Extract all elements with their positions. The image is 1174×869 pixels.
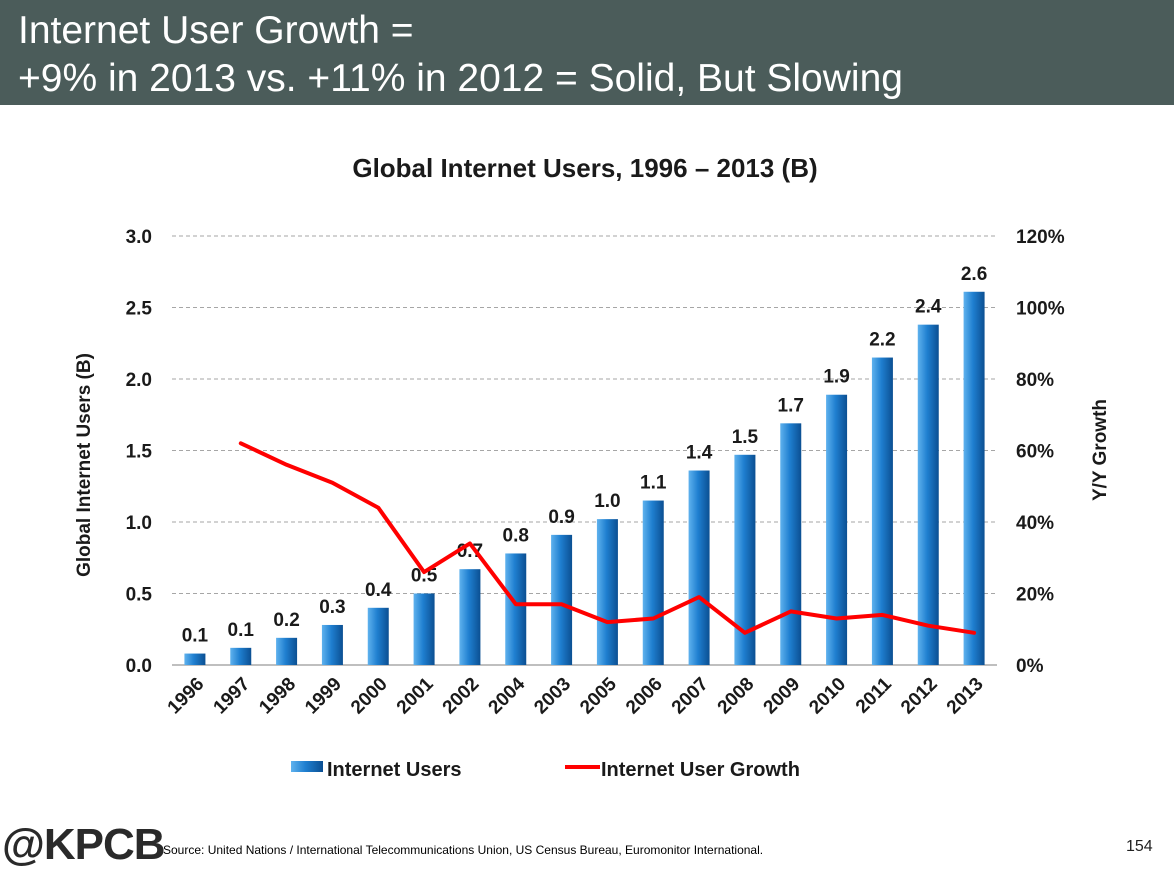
bar-2006 bbox=[642, 500, 664, 665]
y-tick-label: 3.0 bbox=[126, 227, 152, 248]
y-tick-label: 1.5 bbox=[126, 442, 153, 463]
bar-label-1999: 0.3 bbox=[319, 597, 345, 618]
growth-line-series bbox=[238, 441, 977, 635]
kpcb-logo: @KPCB bbox=[2, 820, 166, 869]
bar-label-1997: 0.1 bbox=[228, 620, 255, 641]
growth-line bbox=[238, 441, 977, 635]
x-tick-2000: 2000 bbox=[347, 674, 392, 719]
y2-tick-label: 120% bbox=[1016, 227, 1065, 248]
legend: Internet Users Internet User Growth bbox=[291, 759, 800, 781]
bar-2004 bbox=[505, 553, 527, 665]
y-tick-label: 0.5 bbox=[126, 585, 153, 606]
x-tick-2008: 2008 bbox=[714, 674, 759, 719]
gridlines bbox=[172, 235, 997, 666]
bar-label-2007: 1.4 bbox=[686, 443, 713, 464]
x-tick-2001: 2001 bbox=[393, 673, 438, 718]
bar-label-2004: 0.8 bbox=[503, 525, 529, 546]
bar-series bbox=[184, 291, 985, 665]
x-tick-2011: 2011 bbox=[852, 673, 896, 717]
bar-2005 bbox=[596, 519, 618, 665]
slide-title-line2: +9% in 2013 vs. +11% in 2012 = Solid, Bu… bbox=[18, 57, 903, 100]
chart-title: Global Internet Users, 1996 – 2013 (B) bbox=[352, 153, 817, 183]
bar-label-2013: 2.6 bbox=[961, 264, 987, 285]
y2-tick-label: 100% bbox=[1016, 299, 1065, 320]
bar-2002 bbox=[459, 569, 481, 665]
bar-2011 bbox=[871, 357, 893, 665]
bar-label-2001: 0.5 bbox=[411, 566, 438, 587]
y2-tick-label: 20% bbox=[1016, 585, 1054, 606]
x-axis-ticks: 1996 1997 1998 1999 2000 2001 2002 2004 2003 2005… bbox=[164, 673, 988, 718]
x-tick-2007: 2007 bbox=[668, 674, 713, 719]
bar-label-2010: 1.9 bbox=[823, 367, 849, 388]
source-note: Source: United Nations / International T… bbox=[163, 843, 764, 857]
x-tick-2009: 2009 bbox=[760, 674, 805, 719]
y2-tick-label: 80% bbox=[1016, 370, 1054, 391]
bar-1998 bbox=[276, 637, 298, 665]
y2-axis-label: Y/Y Growth bbox=[1090, 399, 1111, 501]
y2-tick-label: 60% bbox=[1016, 442, 1054, 463]
y2-tick-label: 0% bbox=[1016, 656, 1044, 677]
y2-axis-ticks: 0% 20% 40% 60% 80% 100% 120% bbox=[1016, 227, 1065, 677]
bar-label-2012: 2.4 bbox=[915, 297, 942, 318]
x-tick-2010: 2010 bbox=[805, 674, 850, 719]
legend-bar-swatch bbox=[291, 761, 323, 772]
bar-label-2005: 1.0 bbox=[594, 491, 620, 512]
page-number: 154 bbox=[1126, 838, 1153, 855]
y2-tick-label: 40% bbox=[1016, 513, 1054, 534]
bar-2007 bbox=[688, 470, 710, 665]
bar-1999 bbox=[321, 624, 343, 665]
x-tick-1997: 1997 bbox=[210, 674, 255, 719]
y-tick-label: 2.5 bbox=[126, 299, 153, 320]
bar-label-1996: 0.1 bbox=[182, 626, 209, 647]
bar-1997 bbox=[230, 647, 252, 665]
bar-2013 bbox=[963, 291, 985, 665]
bar-2003 bbox=[551, 534, 573, 665]
bar-2001 bbox=[413, 593, 435, 665]
bar-2000 bbox=[367, 607, 389, 665]
slide-header: Internet User Growth = +9% in 2013 vs. +… bbox=[0, 0, 1174, 105]
y-tick-label: 2.0 bbox=[126, 370, 152, 391]
bar-2009 bbox=[780, 423, 802, 665]
legend-label-internet-users: Internet Users bbox=[327, 759, 462, 781]
x-tick-2005: 2005 bbox=[576, 673, 621, 718]
x-tick-2002: 2002 bbox=[439, 674, 484, 719]
bar-label-1998: 0.2 bbox=[273, 610, 299, 631]
x-tick-1996: 1996 bbox=[164, 674, 209, 719]
internet-users-chart: Global Internet Users, 1996 – 2013 (B) G… bbox=[74, 153, 1111, 781]
bar-2008 bbox=[734, 454, 756, 665]
x-tick-2006: 2006 bbox=[622, 674, 667, 719]
bar-2010 bbox=[826, 394, 848, 665]
bar-data-labels: 0.1 0.1 0.20.30.40.50.70.80.91.01.11.41.51… bbox=[182, 264, 988, 647]
bar-label-2011: 2.2 bbox=[869, 330, 895, 351]
x-tick-2013: 2013 bbox=[943, 674, 988, 719]
legend-label-internet-user-growth: Internet User Growth bbox=[601, 759, 800, 781]
y-tick-label: 0.0 bbox=[126, 656, 152, 677]
slide-title-line1: Internet User Growth = bbox=[18, 9, 414, 52]
x-tick-2012: 2012 bbox=[897, 674, 942, 719]
bar-label-2003: 0.9 bbox=[548, 507, 574, 528]
bar-label-2006: 1.1 bbox=[640, 473, 667, 494]
x-tick-1998: 1998 bbox=[255, 674, 300, 719]
y-tick-label: 1.0 bbox=[126, 513, 152, 534]
bar-label-2009: 1.7 bbox=[778, 395, 804, 416]
bar-1996 bbox=[184, 653, 206, 665]
y-axis-label: Global Internet Users (B) bbox=[74, 353, 95, 577]
x-tick-1999: 1999 bbox=[301, 674, 346, 719]
y-axis-ticks: 0.0 0.5 1.0 1.5 2.0 2.5 3.0 bbox=[126, 227, 153, 677]
x-tick-2003: 2003 bbox=[530, 674, 575, 719]
bar-2012 bbox=[917, 324, 939, 665]
bar-label-2000: 0.4 bbox=[365, 580, 392, 601]
x-tick-2004: 2004 bbox=[485, 673, 530, 718]
bar-label-2008: 1.5 bbox=[732, 427, 759, 448]
